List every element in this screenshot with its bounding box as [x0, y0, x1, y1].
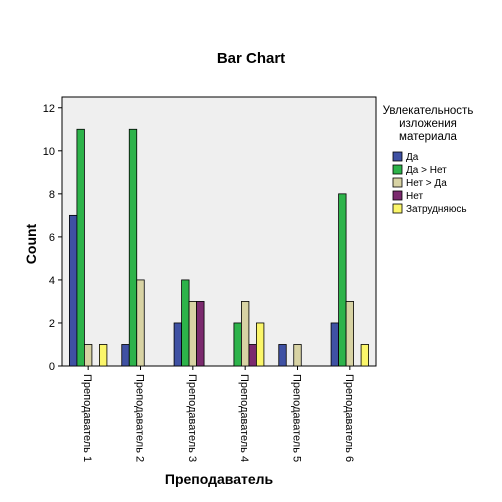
- y-tick-label: 8: [49, 189, 55, 201]
- bar: [345, 301, 354, 367]
- legend-swatch: [392, 190, 403, 201]
- y-tick-label: 0: [49, 361, 55, 373]
- x-tick-label: Преподаватель 3: [186, 374, 198, 462]
- bar: [196, 301, 205, 367]
- y-tick-label: 2: [49, 318, 55, 330]
- chart-title: Bar Chart: [217, 50, 285, 67]
- legend-label: Да: [406, 152, 419, 163]
- y-tick-label: 12: [43, 103, 55, 115]
- bar: [188, 301, 197, 367]
- y-tick-label: 6: [49, 232, 55, 244]
- bar: [256, 322, 265, 367]
- bar: [69, 214, 78, 367]
- plot-area: [61, 96, 377, 367]
- bar: [181, 279, 190, 367]
- legend-label: Нет > Да: [406, 178, 447, 189]
- y-tick-label: 4: [49, 275, 55, 287]
- bar: [76, 128, 85, 367]
- legend-label: Нет: [406, 191, 423, 202]
- bar: [121, 344, 130, 367]
- bar: [293, 344, 302, 367]
- bar: [278, 344, 287, 367]
- y-axis: 0 2 4 6 8 10 12: [43, 103, 62, 373]
- bar: [84, 344, 93, 367]
- bar: [233, 322, 242, 367]
- x-tick-label: Преподаватель 4: [238, 374, 250, 462]
- legend-swatch: [392, 203, 403, 214]
- legend-swatch: [392, 164, 403, 175]
- y-tick-label: 10: [43, 146, 55, 158]
- x-tick-label: Преподаватель 1: [81, 374, 93, 462]
- bar: [241, 301, 250, 367]
- legend-label: Да > Нет: [406, 165, 447, 176]
- legend-title: Увлекательность: [383, 105, 474, 117]
- legend-label: Затрудняюсь: [406, 204, 467, 215]
- bars-group: [69, 128, 369, 367]
- x-tick-label: Преподаватель 2: [134, 374, 146, 462]
- x-axis: Преподаватель 1 Преподаватель 2 Преподават…: [81, 366, 355, 462]
- legend-title: изложения: [399, 118, 457, 130]
- bar: [99, 344, 108, 367]
- legend-swatch: [392, 151, 403, 162]
- bar: [338, 193, 347, 367]
- x-tick-label: Преподаватель 6: [343, 374, 355, 462]
- legend-title: материала: [399, 131, 458, 143]
- bar: [330, 322, 339, 367]
- y-axis-title: Count: [23, 223, 39, 264]
- bar: [173, 322, 182, 367]
- bar: [248, 344, 257, 367]
- legend-swatch: [392, 177, 403, 188]
- bar: [136, 279, 145, 367]
- x-tick-label: Преподаватель 5: [291, 374, 303, 462]
- x-axis-title: Преподаватель: [165, 471, 274, 487]
- bar: [360, 344, 369, 367]
- bar: [128, 128, 138, 367]
